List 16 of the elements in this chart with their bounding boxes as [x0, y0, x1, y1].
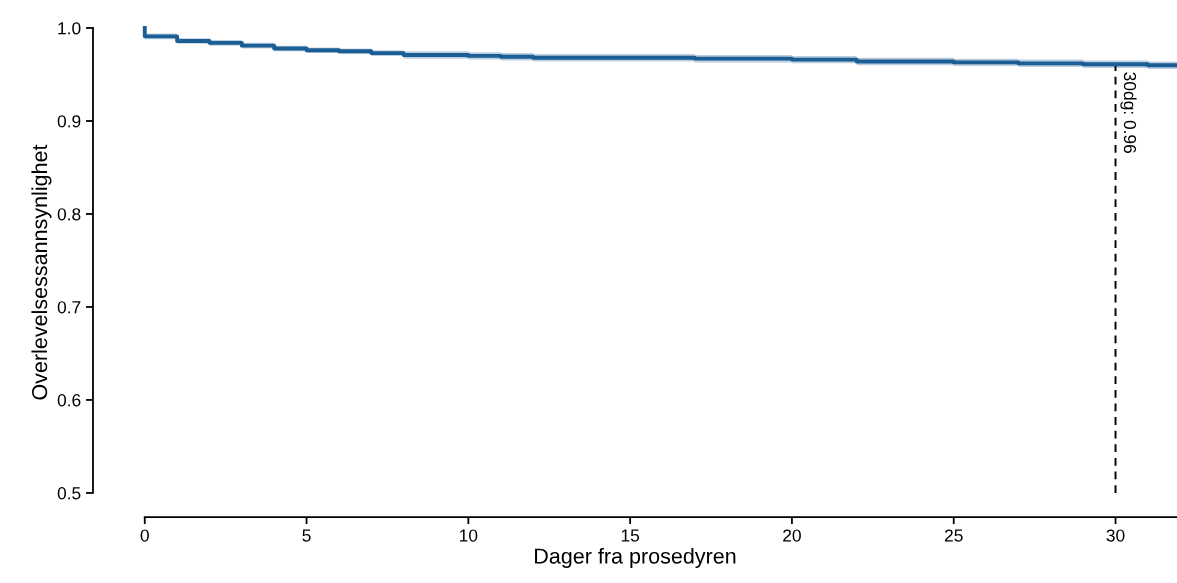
- x-tick-label: 15: [621, 529, 640, 542]
- y-tick-label: 0.5: [57, 487, 81, 500]
- y-tick-label: 0.9: [57, 115, 81, 128]
- x-tick-label: 10: [460, 529, 478, 542]
- y-axis-title: Overlevelsessannsynlighet: [31, 144, 52, 400]
- y-tick-label: 0.7: [57, 301, 81, 314]
- x-axis-title: Dager fra prosedyren: [535, 547, 736, 568]
- ref-line-label: 30dg: 0.96: [1120, 72, 1137, 153]
- x-tick-label: 0: [140, 529, 149, 542]
- x-tick-label: 20: [783, 529, 801, 542]
- y-tick-label: 1.0: [58, 22, 81, 35]
- x-tick-label: 25: [944, 529, 963, 542]
- y-tick-label: 0.6: [57, 394, 81, 407]
- y-tick-label: 0.8: [57, 208, 81, 221]
- x-tick-label: 30: [1106, 529, 1125, 542]
- x-tick-label: 5: [302, 529, 311, 542]
